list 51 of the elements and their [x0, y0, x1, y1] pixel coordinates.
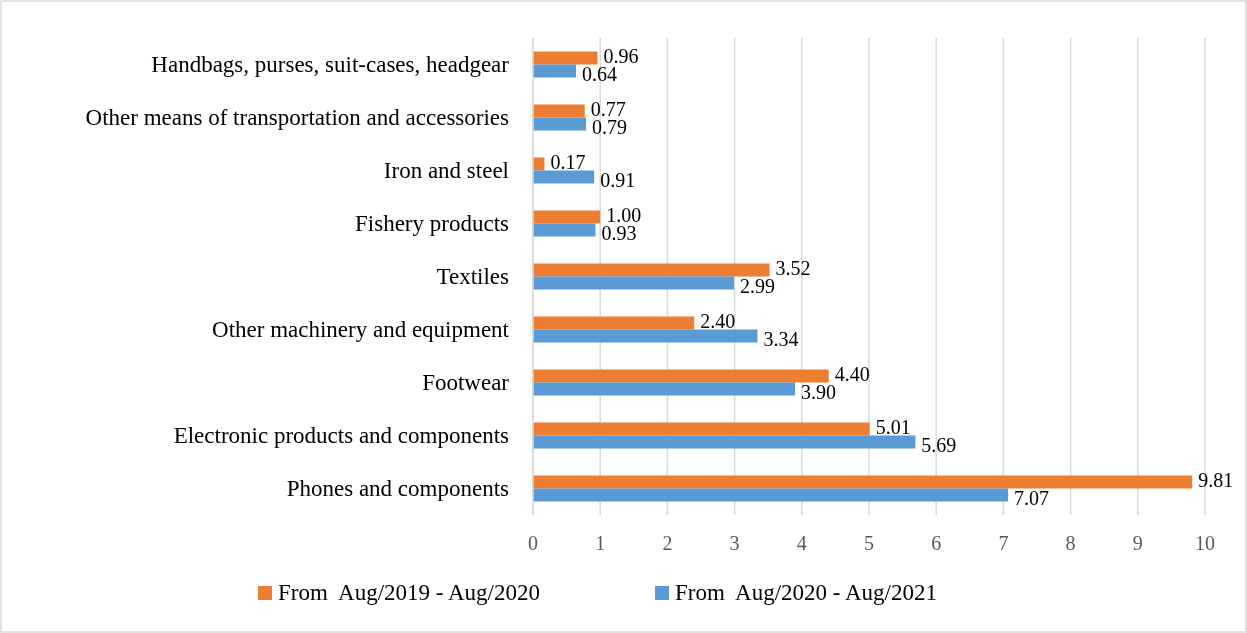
x-tick-label: 3	[729, 532, 740, 554]
data-label: 0.91	[600, 168, 636, 191]
x-tick-label: 7	[998, 532, 1009, 554]
x-tick-label: 5	[864, 532, 874, 554]
data-label: 5.01	[875, 415, 911, 438]
bar	[533, 475, 1193, 489]
bar	[533, 369, 829, 383]
y-tick-label: Electronic products and components	[173, 422, 510, 448]
legend-label: From Aug/2019 - Aug/2020	[278, 580, 540, 605]
x-tick-label: 9	[1132, 532, 1143, 554]
bar	[533, 64, 577, 78]
x-tick-label: 6	[931, 532, 942, 554]
bar	[533, 170, 595, 184]
x-tick-label: 8	[1065, 532, 1076, 554]
data-label: 2.99	[739, 274, 775, 297]
data-label: 5.69	[921, 433, 957, 456]
y-tick-label: Textiles	[436, 263, 510, 289]
bar	[533, 435, 916, 449]
legend-label: From Aug/2020 - Aug/2021	[675, 580, 937, 605]
y-tick-label: Other means of transportation and accessories	[85, 104, 510, 130]
bar	[533, 382, 796, 396]
bar	[533, 488, 1009, 502]
data-label: 9.81	[1198, 468, 1234, 491]
data-label: 3.90	[801, 380, 837, 403]
bar	[533, 210, 601, 224]
y-tick-label: Other machinery and equipment	[212, 316, 510, 342]
data-label: 4.40	[834, 362, 870, 385]
data-label: 2.40	[700, 309, 736, 332]
data-label: 0.17	[550, 150, 586, 173]
data-label: 3.52	[775, 256, 811, 279]
bar	[533, 316, 695, 330]
y-tick-label: Phones and components	[286, 475, 510, 501]
x-tick-label: 1	[595, 532, 606, 554]
x-tick-label: 0	[528, 532, 538, 554]
x-tick-label: 2	[662, 532, 673, 554]
bar	[533, 263, 770, 277]
bar	[533, 422, 870, 436]
data-label: 7.07	[1014, 486, 1050, 509]
y-tick-label: Footwear	[422, 369, 510, 395]
bar	[533, 329, 758, 343]
y-tick-label: Handbags, purses, suit-cases, headgear	[151, 51, 510, 77]
bar	[533, 276, 734, 290]
x-tick-label: 10	[1195, 532, 1215, 554]
data-label: 3.34	[763, 327, 799, 350]
x-tick-label: 4	[796, 532, 807, 554]
bar	[533, 223, 596, 237]
bar	[533, 51, 598, 65]
bar	[533, 117, 587, 131]
y-tick-label: Iron and steel	[383, 157, 509, 183]
bar	[533, 104, 585, 118]
y-tick-label: Fishery products	[355, 210, 510, 236]
